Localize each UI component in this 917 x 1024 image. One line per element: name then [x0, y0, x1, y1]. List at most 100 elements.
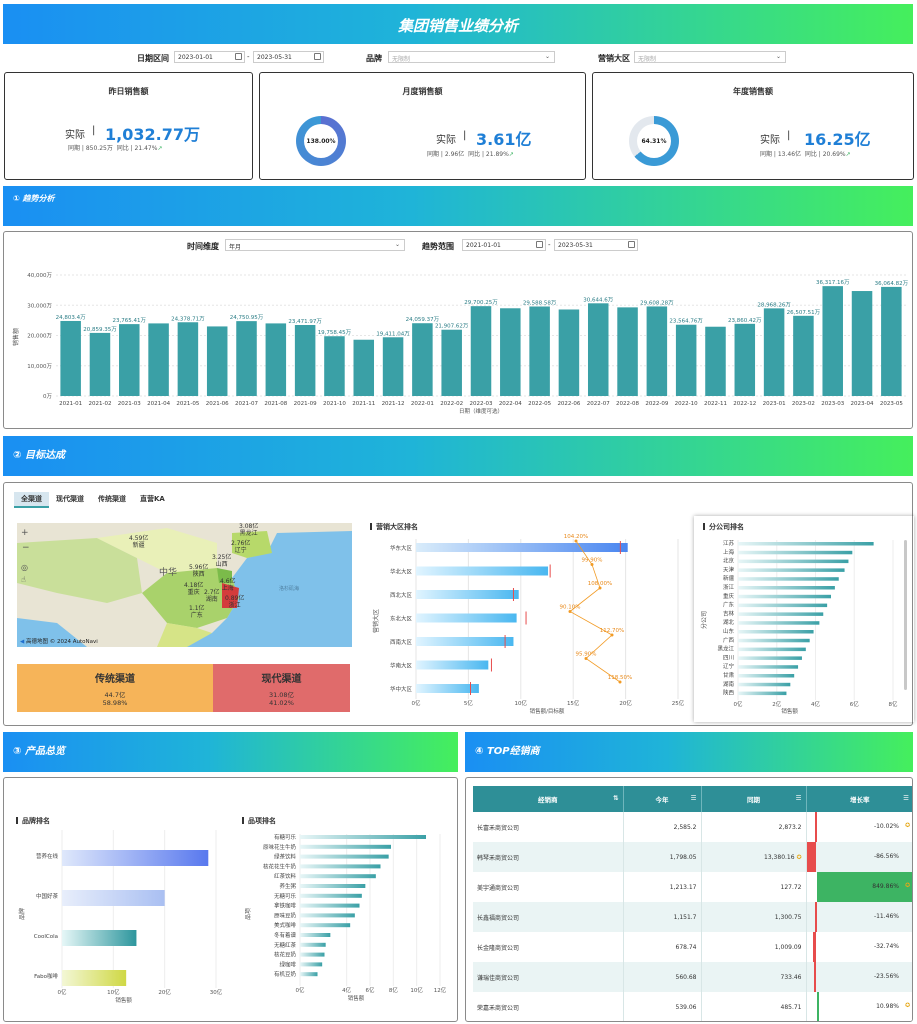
y-tick-label: 原味豆奶	[274, 911, 297, 919]
current-value: 2,585.2	[623, 812, 702, 842]
date-end-input[interactable]: 2023-05-31	[253, 51, 324, 63]
bar	[705, 326, 726, 396]
table-row[interactable]: 美宇通商贸公司 1,213.17 127.72 849.86% ✪	[473, 872, 912, 902]
tab-modern-channel[interactable]: 现代渠道	[56, 495, 84, 503]
chevron-down-icon: ⌄	[775, 53, 781, 60]
x-tick-label: 2021-01	[59, 401, 82, 407]
x-tick-label: 2021-08	[264, 401, 287, 407]
y-tick-label: 广西	[723, 636, 735, 644]
growth-cell: -32.74%	[806, 932, 912, 962]
bar	[300, 835, 426, 839]
data-label: 30,644.6万	[583, 296, 613, 303]
x-tick-label: 2亿	[772, 700, 781, 708]
time-dim-select[interactable]: 年月 ⌄	[225, 239, 405, 251]
table-row[interactable]: 长鑫福商贸公司 1,151.7 1,300.75 -11.46%	[473, 902, 912, 932]
y-tick-label: 华中大区	[390, 685, 413, 693]
date-start-input[interactable]: 2023-01-01	[174, 51, 245, 63]
x-axis-label: 销售额	[348, 994, 365, 1002]
x-tick-label: 4亿	[811, 700, 820, 708]
modern-channel-box: 现代渠道 31.08亿 41.02%	[213, 664, 350, 712]
x-tick-label: 2021-09	[294, 401, 317, 407]
bar	[738, 630, 814, 634]
map-label: 2.76亿 辽宁	[231, 540, 250, 554]
china-map[interactable]: + − ◎ ☝ 4.59亿 新疆 3.08亿 黑龙江 2.76亿 辽宁 3.25亿 山西…	[17, 523, 352, 647]
table-row[interactable]: 谦瑞佳商贸公司 560.68 733.46 -23.56%	[473, 962, 912, 992]
table-row[interactable]: 韩琴禾商贸公司 1,798.05 13,380.16 ✪ -86.56%	[473, 842, 912, 872]
y-tick-label: 核花花生牛奶	[263, 862, 297, 870]
x-tick-label: 2022-01	[411, 401, 434, 407]
tab-direct-ka[interactable]: 直营KA	[140, 495, 165, 503]
bar	[300, 903, 360, 908]
x-tick-label: 2021-11	[352, 401, 375, 407]
bar	[738, 647, 806, 652]
map-zoom-in-button[interactable]: +	[21, 528, 29, 538]
bar	[148, 323, 169, 396]
bar	[353, 339, 375, 396]
x-tick-label: 4亿	[342, 986, 351, 994]
col-dealer[interactable]: 经销商 ⇅	[473, 786, 624, 812]
map-label-value: 5.96亿	[189, 564, 209, 571]
map-pan-icon[interactable]: ☝	[21, 575, 26, 584]
col-current[interactable]: 今年 ☰	[623, 786, 702, 812]
map-compass-icon[interactable]: ◎	[21, 563, 28, 572]
data-label: 28,968.26万	[757, 301, 791, 308]
data-label: 29,608.28万	[640, 299, 674, 306]
growth-bar	[816, 872, 912, 902]
calendar-icon[interactable]	[235, 53, 242, 60]
trend-end-input[interactable]: 2023-05-31	[554, 239, 638, 251]
brand-select[interactable]: 无限制 ⌄	[388, 51, 555, 63]
map-credit: ◀ 高德地图 © 2024 AutoNavi	[20, 637, 98, 645]
bar	[738, 674, 795, 678]
x-tick-label: 2021-10	[323, 401, 346, 407]
bar	[300, 923, 351, 928]
trend-start-input[interactable]: 2021-01-01	[462, 239, 546, 251]
table-row[interactable]: 荣嘉禾商贸公司 539.06 485.71 10.98% ✪	[473, 992, 912, 1021]
kpi-title: 月度销售额	[402, 87, 443, 96]
chevron-down-icon: ⌄	[544, 53, 550, 60]
ratio-value: 21.47%	[134, 145, 158, 152]
y-tick-label: 浙江	[723, 583, 735, 591]
dealer-table: 经销商 ⇅ 今年 ☰ 同期 ☰ 增长率 ☰ 长富禾商贸公司 2,585.2 2,873.2-…	[473, 786, 912, 1021]
bar	[734, 323, 756, 396]
col-previous[interactable]: 同期 ☰	[701, 786, 807, 812]
calendar-icon[interactable]	[628, 241, 635, 248]
table-row[interactable]: 长金隆商贸公司 678.74 1,009.09 -32.74%	[473, 932, 912, 962]
y-tick-label: 重庆	[723, 592, 735, 600]
x-tick-label: 0亿	[412, 699, 421, 707]
map-sea-label: 洛杉矶海	[279, 586, 300, 592]
region-select[interactable]: 无限制 ⌄	[634, 51, 786, 63]
col-growth[interactable]: 增长率 ☰	[806, 786, 912, 812]
tab-traditional-channel[interactable]: 传统渠道	[98, 495, 126, 503]
growth-bar	[806, 842, 817, 872]
x-tick-label: 0亿	[58, 988, 67, 996]
branch-scrollbar[interactable]	[904, 540, 907, 690]
y-tick-label: 华北大区	[390, 568, 413, 576]
channel-title: 传统渠道	[95, 674, 135, 685]
map-label-value: 1.1亿	[189, 605, 205, 612]
sort-icon[interactable]: ⇅	[613, 794, 619, 802]
table-row[interactable]: 长富禾商贸公司 2,585.2 2,873.2 -10.02% ✪	[473, 812, 912, 842]
x-tick-label: 2022-07	[587, 401, 610, 407]
map-zoom-out-button[interactable]: −	[22, 543, 30, 553]
calendar-icon[interactable]	[536, 241, 543, 248]
trend-card: 时间维度 年月 ⌄ 趋势范围 2021-01-01 - 2023-05-31 0万…	[3, 231, 913, 429]
map-label-value: 4.18亿	[184, 582, 204, 589]
filter-icon[interactable]: ☰	[690, 794, 697, 802]
calendar-icon[interactable]	[314, 53, 321, 60]
filter-icon[interactable]: ☰	[795, 794, 802, 802]
filter-icon[interactable]: ☰	[903, 794, 909, 802]
data-label: 24,750.95万	[230, 314, 264, 321]
y-tick-label: 中国好茶	[36, 892, 59, 900]
x-tick-label: 25亿	[672, 699, 685, 707]
col-label: 经销商	[538, 796, 558, 804]
y-tick-label: 上海	[723, 548, 735, 556]
x-tick-label: 2023-05	[880, 401, 903, 407]
tab-all-channel[interactable]: 全渠道	[14, 492, 49, 508]
y-axis-label: 品牌	[18, 908, 26, 920]
region-select-value: 无限制	[638, 56, 657, 63]
branch-rank-panel: 分公司排名 0亿 2亿 4亿 6亿 8亿 销售额 分公司 江苏 上海 北京 天津 新疆 浙江 重庆 广东 吉林…	[694, 516, 914, 722]
growth-rate: -32.74%	[873, 943, 899, 950]
map-label: 3.25亿 山西	[212, 554, 231, 568]
map-label: 4.18亿 重庆	[184, 582, 203, 596]
